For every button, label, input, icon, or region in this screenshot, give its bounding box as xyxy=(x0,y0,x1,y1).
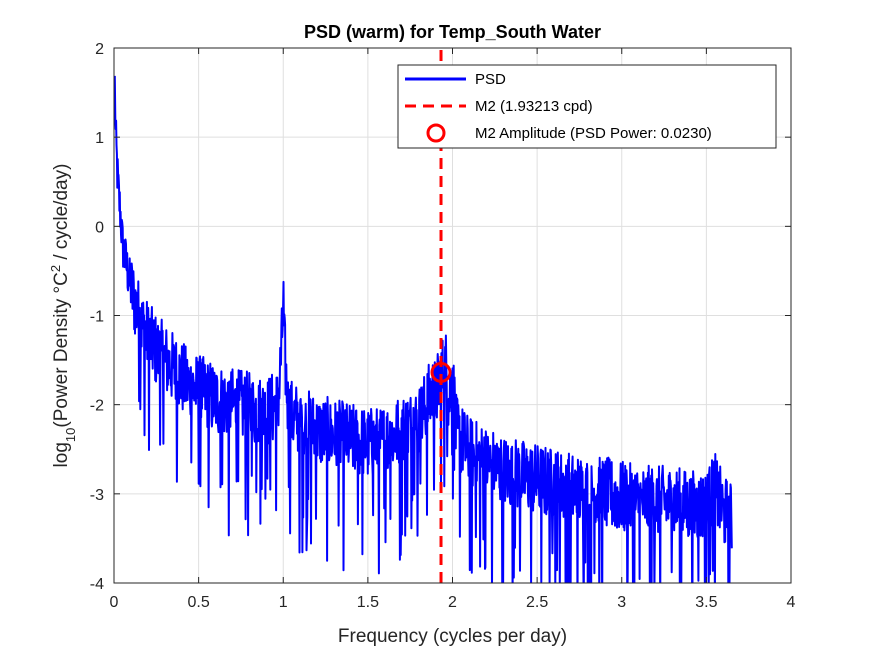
legend-item: M2 Amplitude (PSD Power: 0.0230) xyxy=(426,123,712,143)
x-tick-label: 3 xyxy=(617,594,626,611)
x-tick-label: 3.5 xyxy=(695,594,717,611)
ylabel-suffix: / cycle/day) xyxy=(51,164,72,265)
y-tick-label: 0 xyxy=(95,219,104,236)
y-tick-label: -3 xyxy=(90,487,104,504)
x-tick-label: 0 xyxy=(110,594,119,611)
ylabel-mid: (Power Density xyxy=(51,294,72,428)
y-tick-label: -4 xyxy=(90,576,104,593)
legend-item: M2 (1.93213 cpd) xyxy=(405,98,593,115)
ylabel-sub: 10 xyxy=(63,428,78,442)
ylabel-sup: 2 xyxy=(48,265,63,272)
x-tick-label: 2 xyxy=(448,594,457,611)
x-axis-label: Frequency (cycles per day) xyxy=(338,626,567,647)
m2-amplitude-marker xyxy=(430,361,452,383)
data-layer xyxy=(114,48,733,583)
x-tick-label: 0.5 xyxy=(188,594,210,611)
y-axis-label: log10(Power Density °C2 / cycle/day) xyxy=(48,164,78,468)
legend-marker-swatch xyxy=(426,123,446,143)
x-tick-label: 1.5 xyxy=(357,594,379,611)
legend-label: M2 (1.93213 cpd) xyxy=(475,98,593,115)
y-tick-label: 2 xyxy=(95,41,104,58)
tick-labels: 0 0.5 1 1.5 2 2.5 3 3.5 4 -4 -3 -2 -1 0 1 2 xyxy=(90,41,796,611)
ylabel-degree: °C xyxy=(51,272,72,293)
ylabel-prefix: log xyxy=(51,442,72,467)
legend-item: PSD xyxy=(405,71,506,88)
psd-line xyxy=(114,75,733,583)
y-tick-label: -1 xyxy=(90,309,104,326)
legend-label: PSD xyxy=(475,71,506,88)
x-tick-label: 4 xyxy=(787,594,796,611)
legend: PSD M2 (1.93213 cpd) M2 Amplitude (PSD Pow… xyxy=(397,64,777,149)
x-tick-label: 1 xyxy=(279,594,288,611)
chart-title: PSD (warm) for Temp_South Water xyxy=(304,22,601,42)
legend-label: M2 Amplitude (PSD Power: 0.0230) xyxy=(475,125,712,142)
y-tick-label: -2 xyxy=(90,398,104,415)
x-tick-label: 2.5 xyxy=(526,594,548,611)
y-tick-label: 1 xyxy=(95,130,104,147)
tick-marks xyxy=(113,47,792,584)
